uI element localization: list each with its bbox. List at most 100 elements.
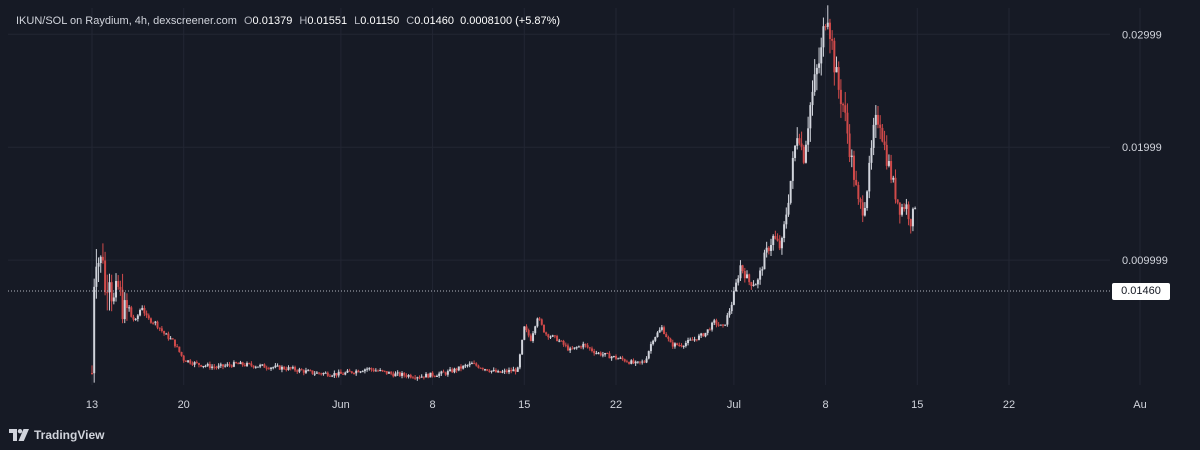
candle-body	[754, 284, 757, 286]
candle-body	[348, 370, 351, 372]
candle-body	[366, 368, 369, 370]
candle-body	[202, 365, 205, 367]
candle-body	[831, 38, 834, 41]
candle-body	[663, 327, 666, 335]
candle-body	[796, 138, 799, 146]
candle-body	[499, 371, 502, 373]
candle-body	[115, 281, 118, 298]
x-tick-label: 22	[610, 399, 622, 411]
candle-body	[326, 372, 329, 376]
candle-body	[95, 266, 98, 287]
candle-body	[136, 315, 139, 319]
candle-body	[239, 362, 242, 365]
candle-body	[643, 361, 646, 363]
candle-body	[772, 235, 775, 246]
candle-body	[794, 145, 797, 158]
candle-body	[669, 338, 672, 343]
candle-body	[302, 370, 305, 373]
price-axis[interactable]: 0.060000.049990.039990.029990.019990.009…	[1122, 0, 1174, 436]
candle-body	[691, 339, 694, 341]
candle-body	[903, 207, 906, 209]
candle-body	[713, 320, 716, 323]
candle-body	[232, 362, 235, 367]
candle-body	[195, 362, 198, 364]
candle-body	[785, 214, 788, 225]
candle-body	[914, 208, 917, 210]
candle-body	[494, 369, 497, 373]
candle-body	[818, 63, 821, 68]
candle-body	[715, 320, 718, 325]
candle-body	[193, 362, 196, 365]
candle-body	[211, 366, 214, 368]
candle-body	[815, 67, 818, 75]
candle-body	[798, 138, 801, 144]
candle-body	[610, 356, 613, 359]
candle-body	[492, 369, 495, 371]
x-tick-label: 22	[1003, 399, 1015, 411]
candle-body	[615, 356, 617, 359]
candle-body	[870, 147, 873, 163]
candle-body	[855, 179, 858, 185]
candle-body	[300, 369, 303, 371]
tradingview-branding[interactable]: TradingView	[9, 428, 104, 442]
candle-body	[152, 322, 155, 324]
candle-body	[171, 338, 174, 340]
candle-body	[363, 369, 366, 372]
candle-body	[357, 370, 360, 373]
candle-body	[267, 368, 270, 370]
candle-body	[274, 365, 277, 368]
candle-body	[907, 204, 910, 220]
candle-body	[459, 366, 462, 369]
candle-body	[176, 346, 179, 348]
candle-body	[833, 40, 836, 73]
candle-body	[523, 326, 526, 340]
x-tick-label: 15	[911, 399, 923, 411]
candle-body	[689, 339, 692, 341]
candle-body	[420, 376, 423, 378]
candle-body	[285, 369, 288, 371]
candle-body	[726, 315, 729, 325]
candle-body	[455, 368, 458, 371]
candle-body	[104, 260, 107, 293]
candle-body	[390, 372, 393, 374]
candle-body	[444, 372, 447, 375]
candle-body	[241, 362, 244, 366]
candle-body	[905, 204, 908, 209]
candle-body	[331, 375, 334, 377]
candle-body	[197, 362, 200, 365]
candle-body	[304, 370, 307, 373]
close-label: C	[406, 15, 415, 27]
candle-body	[311, 370, 314, 374]
candle-body	[706, 329, 709, 333]
candle-body	[842, 104, 845, 106]
candle-body	[272, 367, 275, 369]
candle-body	[254, 366, 257, 368]
candle-body	[909, 219, 912, 227]
candle-body	[580, 346, 583, 348]
high-label: H	[299, 15, 308, 27]
candle-body	[246, 363, 249, 366]
x-tick-label: Jun	[332, 399, 350, 411]
candle-body	[852, 155, 855, 180]
candle-body	[431, 372, 434, 376]
candle-body	[101, 256, 104, 261]
candle-body	[125, 300, 128, 309]
candle-body	[739, 265, 742, 279]
candle-body	[318, 372, 321, 374]
candle-body	[776, 238, 779, 241]
candle-body	[173, 339, 176, 347]
candle-body	[577, 346, 580, 348]
candle-body	[462, 365, 465, 369]
open-label: O	[243, 15, 253, 27]
time-axis[interactable]: 13 20 Jun 8 15 22 Jul 8 15 22 Au	[86, 399, 1147, 411]
candle-body	[514, 369, 517, 372]
candle-body	[123, 300, 126, 320]
candle-body	[307, 370, 310, 372]
candle-body	[187, 360, 190, 362]
candle-body	[93, 286, 96, 374]
candle-body	[121, 289, 124, 320]
candle-body	[191, 363, 194, 365]
candle-body	[486, 369, 489, 371]
